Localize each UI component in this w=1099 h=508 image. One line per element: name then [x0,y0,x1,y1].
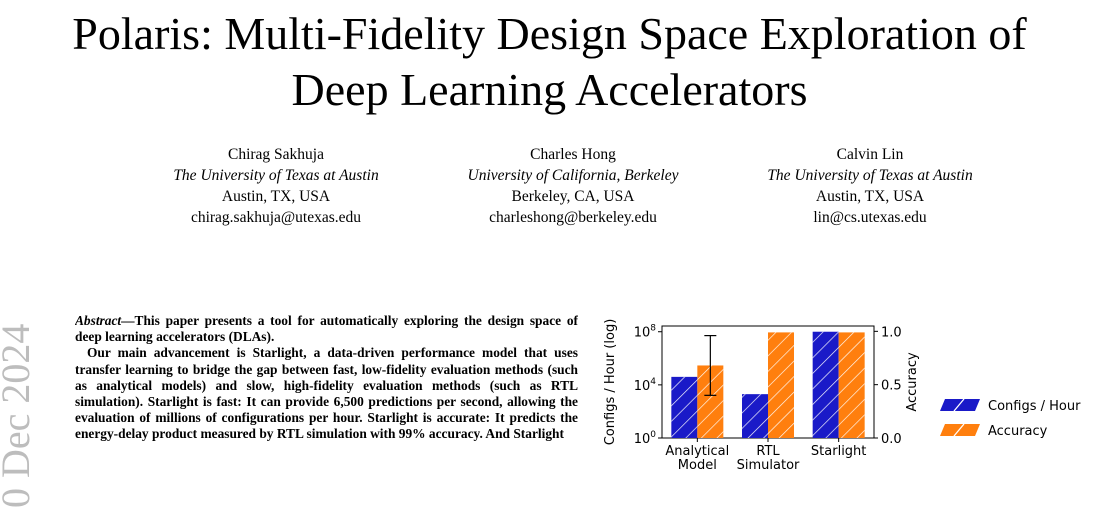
author-location: Berkeley, CA, USA [511,188,635,205]
title-line-1: Polaris: Multi-Fidelity Design Space Exp… [72,8,1027,59]
author-1: Chirag Sakhuja The University of Texas a… [126,144,426,228]
y-right-tick-label: 1.0 [881,325,902,340]
arxiv-side-stamp: 0 Dec 2024 [0,323,36,508]
legend-label: Accuracy [988,424,1048,439]
author-block: Chirag Sakhuja The University of Texas a… [0,144,1099,244]
author-email: charleshong@berkeley.edu [489,209,657,226]
y-right-axis-label: Accuracy [905,352,920,412]
bar-hatch [768,332,794,438]
legend-swatch [940,399,980,411]
bar-hatch [812,331,839,438]
author-2: Charles Hong University of California, B… [423,144,723,228]
bar-hatch [742,394,768,438]
legend-swatch-hatch [953,423,965,437]
author-3: Calvin Lin The University of Texas at Au… [720,144,1020,228]
y-right-tick-label: 0.5 [881,379,902,394]
paper-title: Polaris: Multi-Fidelity Design Space Exp… [0,6,1099,118]
y-left-tick-label: 108 [634,324,657,341]
y-right-tick-label: 0.0 [881,432,902,447]
abstract-paragraph-2: Our main advancement is Starlight, a dat… [75,345,578,442]
y-left-tick-label: 104 [634,377,657,394]
author-location: Austin, TX, USA [815,188,925,205]
author-email: chirag.sakhuja@utexas.edu [190,209,362,226]
x-tick-label: Starlight [811,444,866,459]
x-tick-label: Simulator [737,458,800,473]
author-affiliation: The University of Texas at Austin [767,167,973,184]
title-line-2: Deep Learning Accelerators [291,64,808,115]
author-location: Austin, TX, USA [221,188,331,205]
bar-hatch [838,332,865,438]
x-tick-label: RTL [756,444,780,459]
author-affiliation: University of California, Berkeley [467,167,679,184]
author-name: Chirag Sakhuja [228,146,324,163]
x-tick-label: Analytical [665,444,729,459]
abstract-paragraph-1: Abstract—This paper presents a tool for … [75,313,578,345]
figure: Analytical Model RTL Simulator Starlight 100 1… [590,300,1099,490]
y-left-tick-label: 100 [634,430,657,447]
author-email: lin@cs.utexas.edu [813,209,927,226]
author-name: Charles Hong [530,146,616,163]
bar-hatch [671,376,698,438]
author-affiliation: The University of Texas at Austin [173,167,379,184]
abstract-text-1: —This paper presents a tool for automati… [75,313,578,345]
legend-label: Configs / Hour [988,399,1081,414]
x-tick-label: Model [678,458,717,473]
author-name: Calvin Lin [836,146,904,163]
abstract-lead: Abstract [75,313,122,328]
legend-swatch [940,424,980,436]
legend-swatch-hatch [953,398,965,412]
abstract: Abstract—This paper presents a tool for … [75,313,578,501]
y-left-axis-label: Configs / Hour (log) [603,319,618,446]
